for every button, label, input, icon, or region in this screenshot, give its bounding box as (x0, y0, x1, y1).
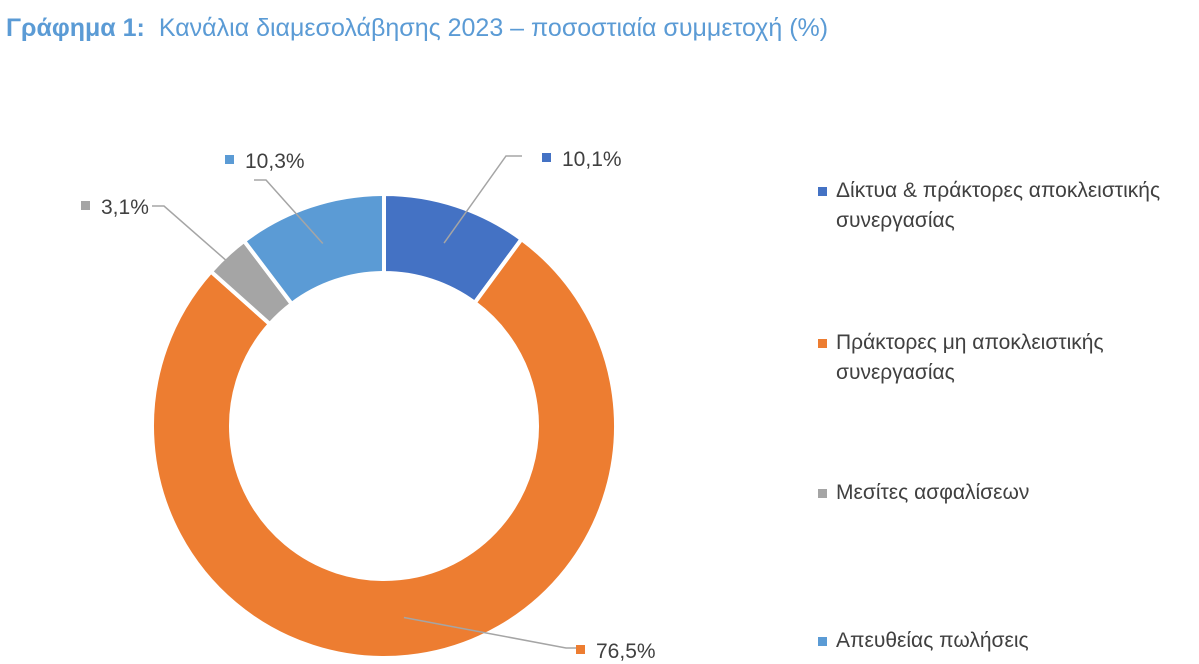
chart-title-text: Κανάλια διαμεσολάβησης 2023 – ποσοστιαία… (158, 14, 829, 42)
data-label: 10,3% (245, 150, 305, 173)
legend-label: Πράκτορες μη αποκλειστικής συνεργασίας (836, 331, 1104, 384)
legend-swatch (818, 489, 827, 498)
legend-item-exclusive-agents: Δίκτυα & πράκτορες αποκλειστικής συνεργα… (818, 176, 1196, 236)
donut-slice (150, 236, 618, 660)
legend-item-direct-sales: Απευθείας πωλήσεις (818, 626, 1196, 656)
legend-swatch (818, 637, 827, 646)
chart-title: Γράφημα 1: Κανάλια διαμεσολάβησης 2023 – … (6, 12, 828, 44)
data-label: 76,5% (596, 640, 656, 663)
legend-item-brokers: Μεσίτες ασφαλίσεων (818, 478, 1196, 508)
legend-label: Απευθείας πωλήσεις (836, 629, 1029, 652)
leader-line (254, 179, 324, 244)
data-label: 10,1% (562, 148, 622, 171)
data-label-marker (542, 153, 551, 162)
data-label-marker (81, 201, 90, 210)
data-label-marker (576, 645, 585, 654)
data-label-marker (225, 155, 234, 164)
leader-line (443, 155, 522, 244)
legend-swatch (818, 339, 827, 348)
legend-swatch (818, 187, 827, 196)
donut-slice (241, 191, 386, 307)
data-label: 3,1% (101, 196, 149, 219)
chart-title-prefix: Γράφημα 1: (6, 14, 145, 42)
legend-label: Δίκτυα & πράκτορες αποκλειστικής συνεργα… (836, 179, 1161, 232)
legend-item-non-exclusive-agents: Πράκτορες μη αποκλειστικής συνεργασίας (818, 328, 1196, 388)
legend-label: Μεσίτες ασφαλίσεων (836, 481, 1030, 504)
leader-line (152, 205, 255, 286)
